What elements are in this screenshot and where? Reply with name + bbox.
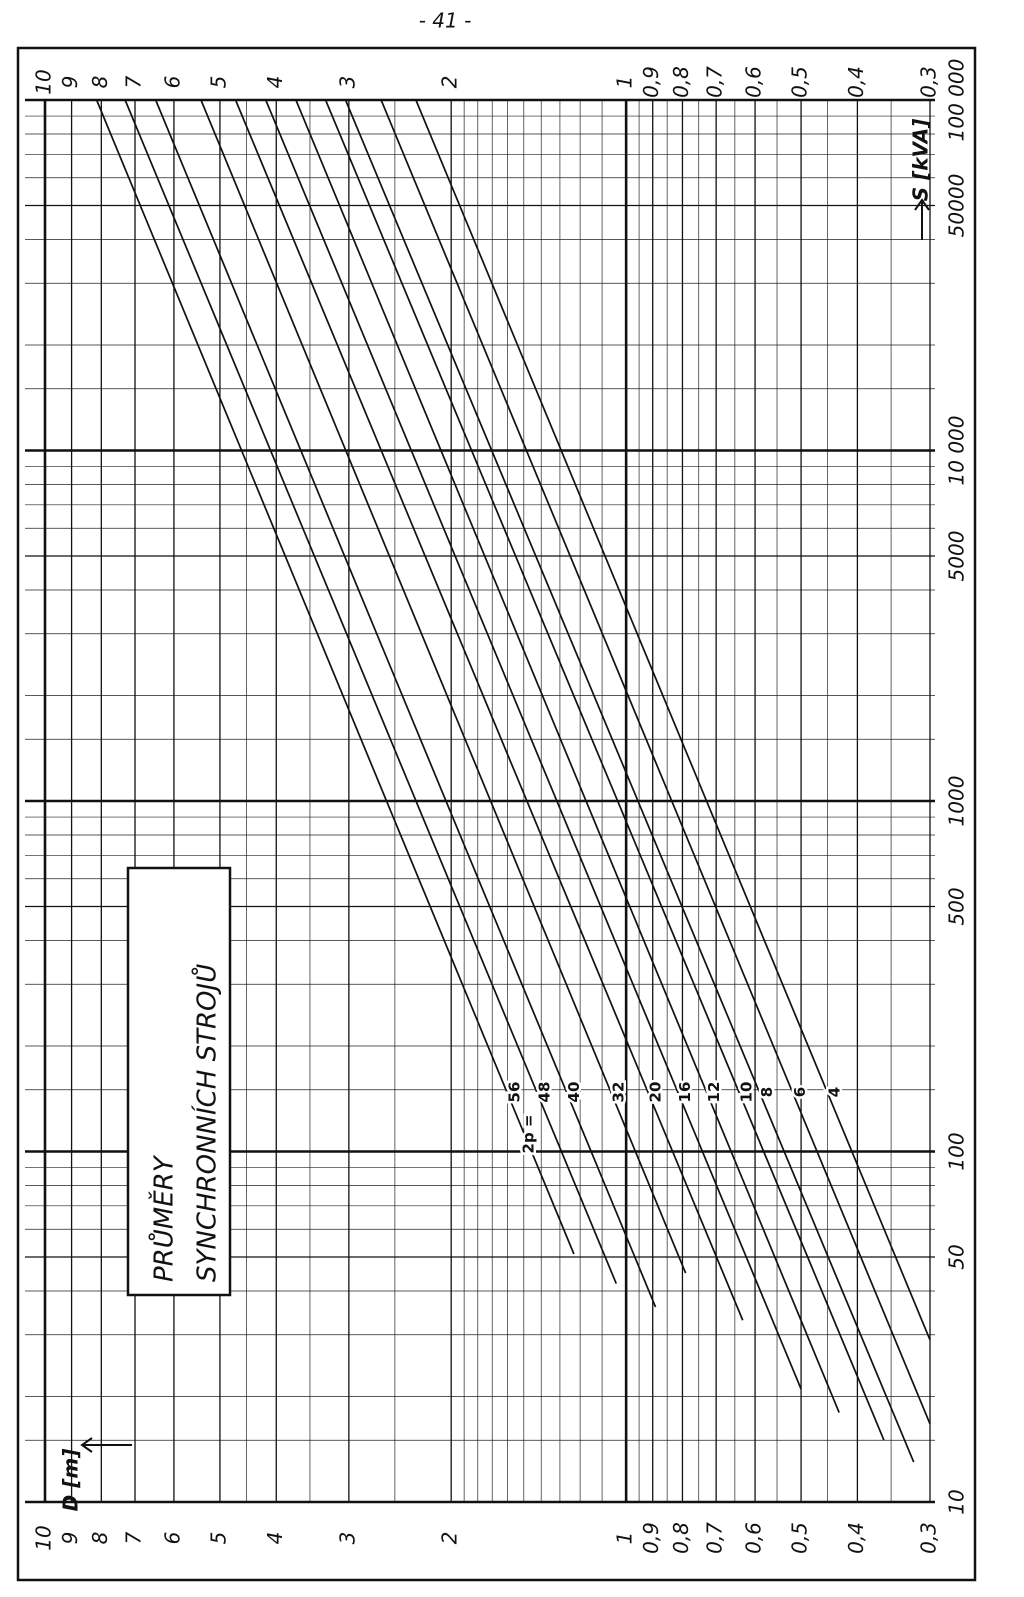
x-tick-label: 500 <box>945 887 969 925</box>
axis-arrow <box>80 1437 132 1453</box>
x-tick-label: 10 <box>945 1489 969 1514</box>
series-line <box>295 99 840 1413</box>
title-line: SYNCHRONNÍCH STROJŮ <box>191 964 223 1282</box>
y-tick-label: 8 <box>88 76 112 89</box>
y-axis-label: D [m] <box>59 1449 83 1512</box>
page-header: - 41 - <box>419 9 472 33</box>
y-tick-label: 5 <box>206 76 230 89</box>
y-tick-label: 4 <box>263 1532 287 1545</box>
series-label-prefix: 2p = <box>519 1115 537 1154</box>
series-line <box>380 99 931 1425</box>
y-tick-label: 10 <box>32 69 56 94</box>
series-label: 48 <box>535 1082 553 1103</box>
x-tick-label: 100 <box>945 1132 969 1170</box>
grid <box>25 98 935 1504</box>
series-label: 6 <box>791 1087 809 1097</box>
y-tick-label: 0,5 <box>788 1522 812 1554</box>
series-line <box>200 99 687 1274</box>
y-tick-label: 0,3 <box>917 1522 941 1554</box>
series-label: 20 <box>646 1082 664 1103</box>
y-tick-label: 4 <box>263 76 287 89</box>
series-label: 32 <box>609 1082 627 1103</box>
y-tick-label: 5 <box>206 1532 230 1545</box>
x-tick-label: 100 000 <box>945 59 969 142</box>
y-tick-label: 0,4 <box>844 1522 868 1554</box>
series-line <box>264 99 802 1390</box>
title-box <box>126 866 232 1297</box>
y-tick-label: 2 <box>438 76 462 89</box>
frame <box>16 46 977 1582</box>
y-tick-label: 0,7 <box>703 1522 727 1554</box>
x-tick-label: 5000 <box>945 531 969 582</box>
series-label: 10 <box>737 1082 755 1103</box>
series-label: 56 <box>505 1082 523 1103</box>
axis-arrow <box>914 198 930 240</box>
y-tick-label: 10 <box>32 1525 56 1550</box>
y-tick-label: 6 <box>160 1532 184 1545</box>
y-tick-label: 0,9 <box>639 1522 663 1554</box>
series-label: 12 <box>705 1082 723 1103</box>
x-axis-label: S [kVA] <box>909 119 933 202</box>
y-tick-label: 0,6 <box>742 66 766 98</box>
x-tick-label: 10 000 <box>945 416 969 486</box>
series-label: 4 <box>826 1087 844 1097</box>
title-line: PRŮMĚRY <box>148 1154 180 1282</box>
y-tick-label: 7 <box>122 75 146 88</box>
y-tick-label: 1 <box>613 76 637 89</box>
series-line <box>324 99 885 1441</box>
y-tick-label: 3 <box>335 1532 359 1545</box>
y-tick-label: 6 <box>160 76 184 89</box>
x-tick-label: 50000 <box>945 174 969 238</box>
y-tick-label: 0,7 <box>703 66 727 98</box>
lines <box>95 99 931 1463</box>
series-line <box>344 99 915 1463</box>
x-tick-label: 50 <box>945 1244 969 1269</box>
y-tick-label: 9 <box>58 1532 82 1545</box>
y-tick-label: 9 <box>58 76 82 89</box>
y-tick-label: 7 <box>122 1531 146 1544</box>
y-tick-label: 0,3 <box>917 66 941 98</box>
series-line <box>124 99 618 1284</box>
x-tick-label: 1000 <box>945 776 969 827</box>
series-line <box>154 99 657 1308</box>
y-tick-label: 8 <box>88 1532 112 1545</box>
y-tick-label: 0,6 <box>742 1522 766 1554</box>
y-tick-label: 0,4 <box>844 66 868 98</box>
series-label: 16 <box>676 1082 694 1103</box>
y-tick-label: 0,5 <box>788 66 812 98</box>
y-tick-label: 0,8 <box>669 1522 693 1554</box>
y-tick-label: 3 <box>335 76 359 89</box>
y-tick-label: 2 <box>438 1532 462 1545</box>
series-line <box>415 99 931 1341</box>
series-line <box>234 99 744 1321</box>
y-tick-label: 0,8 <box>669 66 693 98</box>
series-line <box>95 99 575 1255</box>
series-label: 8 <box>758 1087 776 1097</box>
series-label: 40 <box>565 1082 583 1103</box>
y-tick-label: 0,9 <box>639 66 663 98</box>
y-tick-label: 1 <box>613 1532 637 1545</box>
